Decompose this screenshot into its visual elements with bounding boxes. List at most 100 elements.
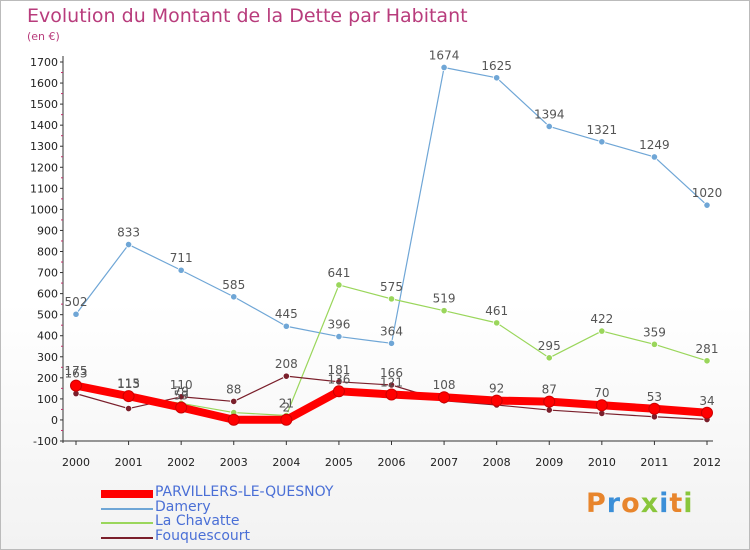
- data-point: [701, 406, 713, 419]
- x-tick-label: 2009: [535, 456, 563, 469]
- x-tick-label: 2008: [483, 456, 511, 469]
- data-label: 295: [538, 339, 561, 353]
- x-tick-label: 2012: [693, 456, 721, 469]
- logo-letter: t: [669, 488, 684, 519]
- axes: -100 0 100 200 300 400 500 600 700 800 900 1000 1100…: [30, 56, 721, 469]
- y-tick-label: 0: [51, 414, 58, 427]
- data-point: [72, 310, 80, 318]
- data-label: 585: [222, 278, 245, 292]
- data-label: 364: [380, 324, 403, 338]
- legend-swatch: [101, 507, 153, 510]
- data-label: 2: [283, 401, 291, 415]
- y-tick-label: 1600: [30, 77, 58, 90]
- data-label: 34: [699, 394, 714, 408]
- data-point: [490, 394, 503, 407]
- y-tick-label: 1100: [30, 182, 58, 195]
- proxiti-logo: Proxiti: [586, 488, 694, 519]
- data-point: [595, 399, 608, 412]
- data-label: 461: [485, 304, 508, 318]
- data-point: [282, 372, 290, 380]
- data-label: 53: [647, 390, 662, 404]
- data-point: [387, 381, 396, 389]
- data-point: [545, 354, 553, 362]
- legend-label: Fouquescourt: [155, 527, 251, 544]
- x-tick-label: 2002: [167, 456, 195, 469]
- data-point: [70, 379, 82, 392]
- data-label: 575: [380, 280, 403, 294]
- y-tick-label: 1200: [30, 161, 58, 174]
- data-point: [282, 322, 290, 330]
- data-point: [335, 281, 343, 289]
- y-tick-label: 1300: [30, 140, 58, 153]
- data-point: [440, 63, 448, 72]
- data-label: 136: [327, 372, 350, 386]
- data-label: 92: [489, 382, 504, 396]
- data-label: 281: [696, 342, 719, 356]
- y-tick-label: 900: [37, 224, 58, 237]
- y-tick-label: 1000: [30, 203, 58, 216]
- unit-label: (en €): [27, 30, 60, 43]
- legend-swatch: [101, 536, 153, 539]
- logo-letter: x: [640, 488, 660, 519]
- data-point: [175, 401, 188, 414]
- data-point: [650, 340, 659, 348]
- data-point: [124, 404, 133, 413]
- data-point: [387, 339, 396, 347]
- chart-title: Evolution du Montant de la Dette par Hab…: [27, 5, 468, 27]
- data-point: [703, 357, 711, 365]
- x-tick-label: 2003: [220, 456, 248, 469]
- data-label: 422: [590, 312, 613, 326]
- data-label: 833: [117, 226, 140, 240]
- data-point: [493, 74, 501, 82]
- data-label: 502: [65, 295, 88, 309]
- data-label: 121: [380, 375, 403, 389]
- y-tick-label: 1400: [30, 119, 58, 132]
- y-tick-label: 500: [37, 309, 58, 322]
- data-label: 163: [65, 367, 88, 381]
- y-tick-label: 300: [37, 351, 58, 364]
- data-label: 110: [170, 378, 193, 392]
- data-label: 87: [542, 383, 557, 397]
- data-label: 21: [279, 397, 294, 411]
- data-label: 519: [433, 292, 456, 306]
- data-label: 166: [380, 366, 403, 380]
- data-point: [598, 138, 606, 146]
- series-lines: [70, 63, 713, 426]
- x-tick-label: 2010: [588, 456, 616, 469]
- x-tick-label: 2004: [272, 456, 300, 469]
- y-tick-label: 1500: [30, 98, 58, 111]
- data-label: 1674: [429, 48, 460, 62]
- data-point: [332, 385, 345, 398]
- logo-letter: o: [621, 488, 641, 519]
- data-label: 79: [174, 384, 189, 398]
- legend-label: Damery: [155, 498, 211, 515]
- y-tick-label: 400: [37, 330, 58, 343]
- data-label: 208: [275, 357, 298, 371]
- data-point: [545, 406, 553, 414]
- data-label: 115: [117, 377, 140, 391]
- data-point: [598, 327, 606, 335]
- data-label: 88: [226, 382, 241, 396]
- data-label: 1321: [587, 123, 618, 137]
- data-label: 108: [433, 378, 456, 392]
- data-label: 359: [643, 325, 666, 339]
- x-tick-label: 2001: [115, 456, 143, 469]
- x-tick-label: 2005: [325, 456, 353, 469]
- data-point: [177, 266, 185, 274]
- data-label: 396: [327, 318, 350, 332]
- logo-letter: P: [586, 488, 607, 519]
- data-point: [280, 413, 293, 426]
- data-point: [650, 153, 659, 161]
- data-point: [124, 240, 133, 249]
- x-tick-label: 2000: [62, 456, 90, 469]
- data-point: [335, 332, 343, 341]
- data-point: [335, 378, 343, 386]
- x-tick-label: 2006: [378, 456, 406, 469]
- data-point: [122, 390, 135, 403]
- data-label: 641: [327, 266, 350, 280]
- data-label: 1249: [639, 138, 670, 152]
- x-tick-label: 2011: [640, 456, 668, 469]
- y-tick-label: 700: [37, 267, 58, 280]
- data-point: [230, 397, 238, 406]
